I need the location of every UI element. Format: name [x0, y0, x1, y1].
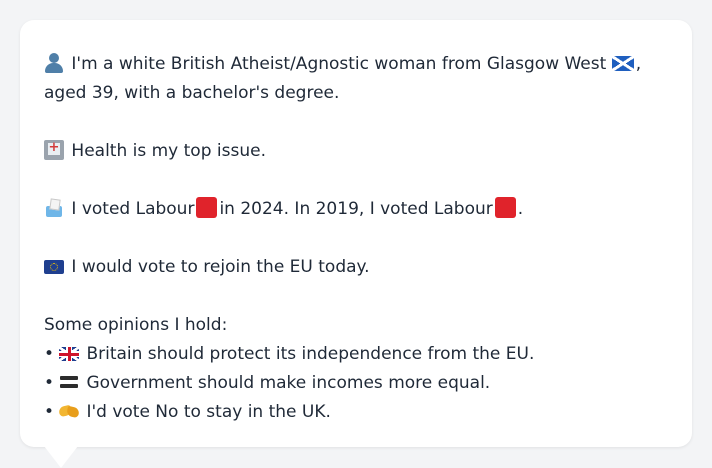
vote-text-1: I voted Labour [71, 199, 195, 219]
hospital-icon [44, 140, 64, 160]
red-square-icon [196, 197, 218, 218]
opinion-text: Government should make incomes more equa… [86, 373, 491, 393]
intro-tail: , aged 39, with a bachelor's degree. [44, 54, 642, 103]
equals-icon [59, 372, 79, 392]
vote-text-3: . [517, 199, 524, 219]
uk-flag-icon [59, 347, 80, 361]
eu-paragraph: I would vote to rejoin the EU today. [44, 253, 668, 282]
red-square-icon [494, 197, 516, 218]
speech-bubble-tail [44, 446, 78, 468]
health-text: Health is my top issue. [71, 141, 266, 161]
list-item: • Britain should protect its independenc… [44, 340, 668, 369]
bullet: • [44, 344, 55, 364]
person-icon [44, 53, 64, 73]
scotland-flag-icon [611, 56, 634, 71]
bullet: • [44, 402, 55, 422]
list-item: • I'd vote No to stay in the UK. [44, 398, 668, 427]
health-paragraph: Health is my top issue. [44, 137, 668, 166]
eu-flag-icon [44, 260, 64, 274]
profile-card: I'm a white British Atheist/Agnostic wom… [20, 20, 692, 447]
bullet: • [44, 373, 55, 393]
list-item: • Government should make incomes more eq… [44, 369, 668, 398]
eu-text: I would vote to rejoin the EU today. [71, 257, 370, 277]
vote-text-2: in 2024. In 2019, I voted Labour [219, 199, 493, 219]
handshake-icon [59, 401, 79, 421]
opinions-heading: Some opinions I hold: [44, 315, 228, 335]
opinion-text: I'd vote No to stay in the UK. [86, 402, 331, 422]
opinion-text: Britain should protect its independence … [86, 344, 535, 364]
vote-paragraph: I voted Labour in 2024. In 2019, I voted … [44, 195, 668, 224]
intro-paragraph: I'm a white British Atheist/Agnostic wom… [44, 50, 668, 108]
opinions-list: • Britain should protect its independenc… [44, 340, 668, 427]
intro-text: I'm a white British Atheist/Agnostic wom… [71, 54, 607, 74]
ballot-box-icon [44, 198, 64, 218]
